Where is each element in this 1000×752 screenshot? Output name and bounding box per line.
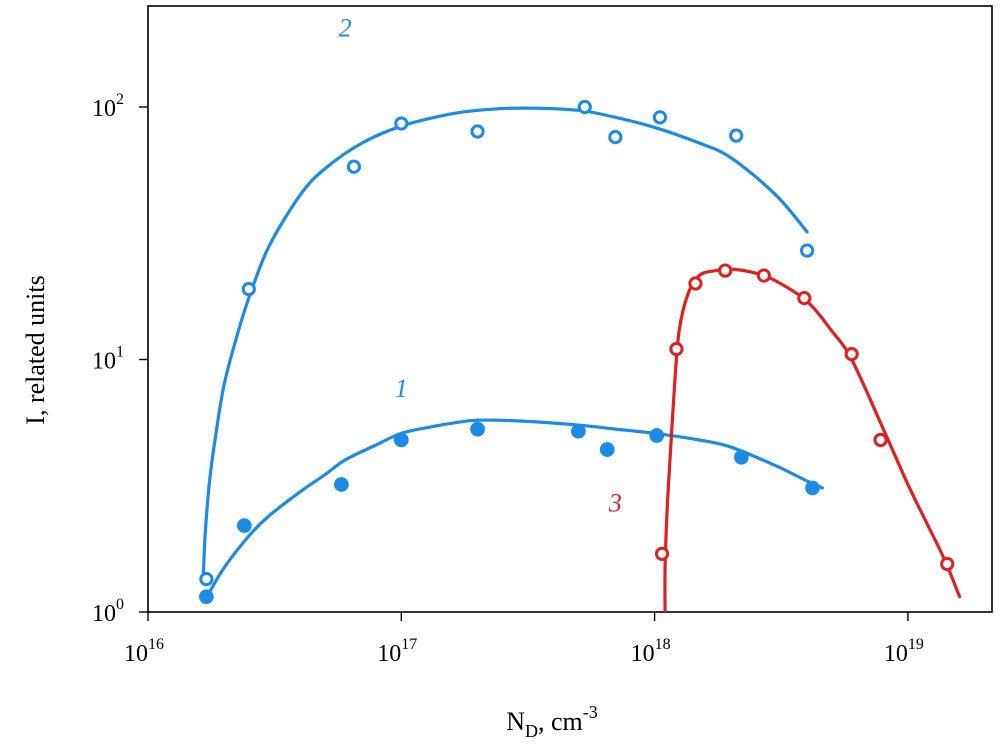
- series-3-point: [844, 347, 859, 362]
- y-tick-label: 102: [92, 91, 124, 122]
- series-3-point: [718, 263, 733, 278]
- series-2-point: [608, 129, 623, 145]
- series-1-point: [733, 449, 749, 465]
- x-tick-label: 1019: [884, 636, 924, 667]
- labels: 2 1 3: [339, 14, 622, 518]
- curve-label-2: 2: [339, 14, 352, 43]
- series-2-point: [394, 116, 409, 131]
- curve-label-3: 3: [608, 489, 622, 518]
- series-1-point: [236, 518, 252, 533]
- series-1-fit-line: [207, 418, 825, 594]
- series-2-point: [241, 282, 256, 297]
- x-tick-label: 1017: [377, 636, 417, 667]
- series-3-point: [940, 556, 955, 572]
- series-1: [199, 418, 825, 605]
- y-axis-title: I, related units: [21, 275, 50, 424]
- series-3: [654, 263, 962, 612]
- series-3-point: [873, 432, 888, 448]
- plot-frame: [147, 5, 993, 613]
- x-tick-label: 1018: [631, 636, 671, 667]
- series-2-point: [470, 124, 485, 139]
- series-2-point: [199, 571, 214, 587]
- series-2-point: [729, 128, 744, 143]
- curve-label-1: 1: [395, 374, 408, 403]
- series-2-fit-line: [201, 106, 809, 585]
- series-3-point: [797, 291, 812, 306]
- axes: 1016 1017 1018 1019 100 101 102 ND, cm-3 I, rela…: [21, 91, 924, 741]
- x-axis-title: ND, cm-3: [506, 702, 598, 741]
- series-3-point: [756, 268, 771, 283]
- series-3-point: [688, 276, 703, 291]
- series-2-point: [800, 243, 815, 258]
- series-2: [199, 99, 815, 587]
- series-3-fit-line: [663, 267, 962, 612]
- series-2-point: [346, 159, 362, 174]
- series-1-point: [570, 423, 586, 439]
- series-1-point: [649, 428, 665, 443]
- series-1-point: [334, 477, 349, 492]
- series-1-point: [199, 589, 214, 605]
- series-2-point: [652, 110, 668, 125]
- series-1-point: [805, 480, 820, 496]
- series-3-point: [669, 341, 684, 357]
- series-3-point: [654, 546, 670, 561]
- y-tick-label: 101: [92, 344, 124, 375]
- series-1-point: [470, 421, 485, 437]
- series-1-point: [393, 432, 409, 448]
- series-1-point: [599, 442, 615, 457]
- series-group: [199, 99, 962, 612]
- plot-area: [147, 5, 993, 613]
- y-tick-label: 100: [92, 596, 124, 627]
- series-2-point: [577, 99, 592, 115]
- x-tick-label: 1016: [124, 636, 164, 667]
